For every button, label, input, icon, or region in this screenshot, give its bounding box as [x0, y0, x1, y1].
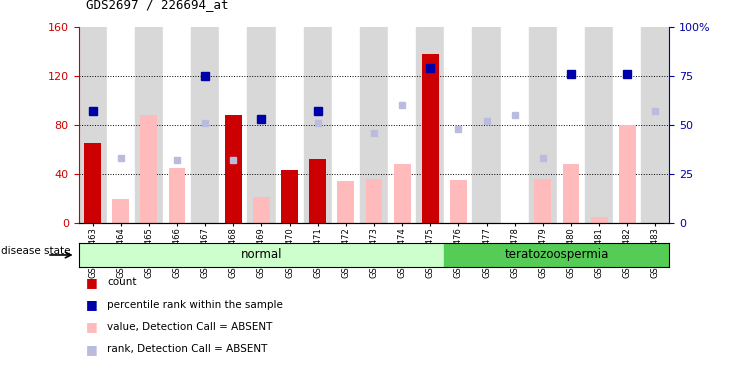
- Bar: [332, 27, 360, 223]
- Text: count: count: [107, 277, 136, 287]
- Text: disease state: disease state: [1, 246, 70, 256]
- Bar: [112, 199, 129, 223]
- Bar: [393, 164, 411, 223]
- Bar: [248, 27, 275, 223]
- Bar: [591, 217, 607, 223]
- Bar: [641, 27, 669, 223]
- Text: ■: ■: [86, 320, 98, 333]
- Bar: [613, 27, 641, 223]
- Bar: [585, 27, 613, 223]
- Bar: [225, 115, 242, 223]
- Bar: [107, 27, 135, 223]
- Bar: [416, 27, 444, 223]
- Text: value, Detection Call = ABSENT: value, Detection Call = ABSENT: [107, 322, 272, 332]
- Bar: [562, 164, 580, 223]
- Bar: [253, 197, 270, 223]
- Bar: [304, 27, 332, 223]
- Bar: [534, 179, 551, 223]
- Text: rank, Detection Call = ABSENT: rank, Detection Call = ABSENT: [107, 344, 267, 354]
- Bar: [85, 143, 101, 223]
- Bar: [473, 27, 500, 223]
- Text: normal: normal: [241, 248, 282, 262]
- Bar: [557, 27, 585, 223]
- Bar: [337, 181, 355, 223]
- Bar: [141, 115, 157, 223]
- Bar: [500, 27, 529, 223]
- Bar: [388, 27, 416, 223]
- Bar: [366, 179, 382, 223]
- Bar: [360, 27, 388, 223]
- Bar: [191, 27, 219, 223]
- Text: percentile rank within the sample: percentile rank within the sample: [107, 300, 283, 310]
- Bar: [219, 27, 248, 223]
- Bar: [275, 27, 304, 223]
- Bar: [619, 125, 636, 223]
- Bar: [135, 27, 163, 223]
- Text: GDS2697 / 226694_at: GDS2697 / 226694_at: [86, 0, 229, 12]
- Bar: [168, 168, 186, 223]
- Text: teratozoospermia: teratozoospermia: [505, 248, 609, 262]
- Bar: [422, 54, 439, 223]
- Bar: [163, 27, 191, 223]
- Bar: [79, 27, 107, 223]
- Bar: [79, 243, 444, 267]
- Bar: [281, 170, 298, 223]
- Bar: [309, 159, 326, 223]
- Text: ■: ■: [86, 298, 98, 311]
- Bar: [444, 243, 669, 267]
- Bar: [450, 180, 467, 223]
- Text: ■: ■: [86, 343, 98, 356]
- Bar: [529, 27, 557, 223]
- Bar: [444, 27, 473, 223]
- Text: ■: ■: [86, 276, 98, 289]
